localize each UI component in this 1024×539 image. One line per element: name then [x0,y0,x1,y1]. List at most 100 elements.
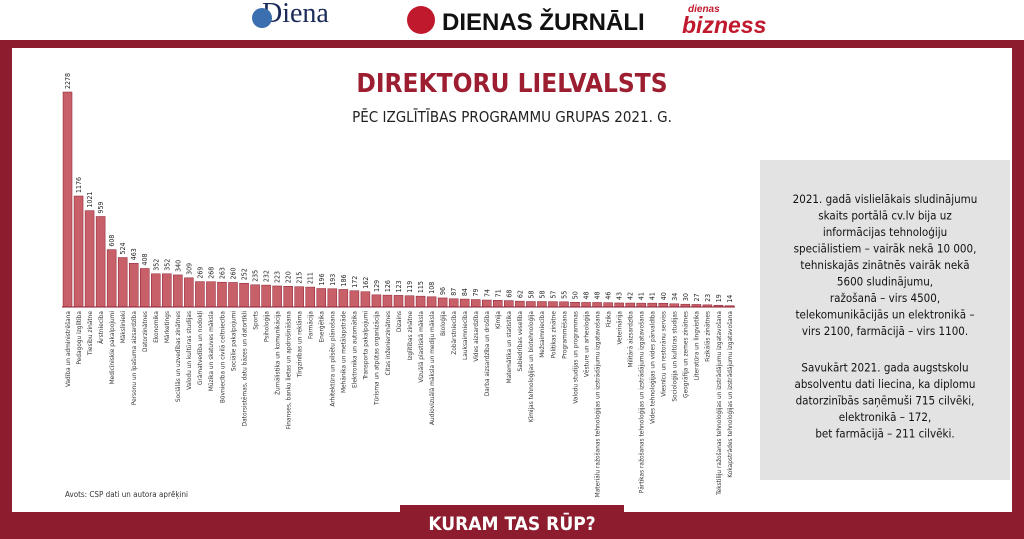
value-label: 41 [638,292,646,300]
category-label: Ģeogrāfija un zemes zinātnes [682,311,691,398]
bar [426,296,437,308]
category-label: Zobārstniecība [450,311,458,355]
category-label: Izglītības zinātne [406,311,414,361]
value-label: 115 [417,281,425,293]
category-label: Tūrisma un atpūtas organizācija [373,311,381,406]
category-label: Valodu un kultūras studijas [185,311,193,390]
value-label: 211 [307,272,315,284]
value-label: 96 [439,287,447,295]
bar [371,294,382,308]
value-label: 57 [549,291,557,299]
category-label: Matemātika un statistika [505,311,513,384]
text-line: virs 2100, farmācijā – virs 1100. [802,324,968,338]
value-label: 223 [274,271,282,283]
text-line: skaits portālā cv.lv bija uz [818,209,952,223]
bar [493,300,503,308]
value-label: 340 [174,260,182,272]
value-label: 232 [263,270,271,282]
category-label: Ārstniecība [96,311,105,344]
category-label: Programmēšana [560,311,568,359]
value-label: 352 [163,259,171,271]
bar [415,295,426,308]
logo-diena: Diena [262,0,329,29]
bar [647,302,658,308]
text-line: speciālistiem – vairāk nekā 10 000, [794,242,977,256]
value-label: 43 [616,292,624,300]
value-label: 235 [252,270,260,282]
bar [360,291,371,308]
bar [228,282,238,308]
category-label: Pedagogu izglītība [75,311,83,365]
category-label: Grāmatvedība un nodokļi [196,311,205,385]
bar [250,284,260,308]
category-label: Fizika [604,311,612,327]
value-label: 55 [560,291,568,299]
value-label: 309 [185,263,193,275]
category-label: Mūzika un skatuves māksla [207,311,215,392]
value-label: 215 [296,272,304,284]
value-label: 46 [605,292,613,300]
category-label: Žurnālistika un komunikācija [272,311,281,395]
value-label: 48 [583,291,591,299]
bar [603,302,613,308]
category-label: Datorzinātnes [141,311,149,352]
category-label: Mārketings [163,311,171,343]
bar [162,273,172,308]
text-line: 5600 sludinājumu, [837,275,933,289]
category-label: Personu un īpašuma aizsardzība [130,311,138,406]
category-label: Elektronika un automātika [351,311,359,388]
bar [515,300,525,308]
bar [548,301,558,308]
value-label: 79 [472,289,480,297]
bar [128,263,139,308]
category-label: Mehānika un metālapstrāde [340,311,348,393]
category-label: Datorsistēmas, datu bāzes un datortīkli [240,311,248,427]
bar [294,286,304,308]
bar [84,210,95,308]
value-label: 48 [594,291,602,299]
value-label: 252 [241,268,249,280]
logo-icon [407,6,435,34]
text-line: ražošanā – virs 4500, [830,291,940,305]
logo-globe [252,8,272,28]
bar [559,301,569,308]
value-label: 42 [627,292,635,300]
bar [592,302,602,308]
value-label: 162 [362,277,370,289]
category-label: Socioloģija un kultūras studijas [671,311,679,402]
value-label: 172 [351,276,359,288]
category-label: Citas inženierzinātnes [384,311,392,375]
value-label: 2278 [64,73,72,89]
category-label: Finanses, banku lietas un apdrošināšana [284,311,292,430]
value-label: 62 [516,290,524,298]
source: Avots: CSP dati un autora aprēķini [65,490,188,500]
value-label: 74 [483,289,491,297]
bar [327,288,338,308]
category-label: Militārā aizsardzība [626,311,634,368]
logo-dienas: dienas [688,4,720,15]
value-label: 269 [196,267,204,279]
category-label: Mākslinieki [119,311,127,344]
category-label: Ķīmijas tehnoloģijas un biotehnoloģija [527,311,536,423]
text-line: telekomunikācijās un elektronikā – [795,308,974,322]
bar [526,301,536,308]
bar [437,297,448,308]
text-line: datorzinībās saņēmuši 715 cilvēki, [796,394,975,408]
category-label: Vides aizsardzība [472,311,480,362]
category-label: Vizuālā plastiskā māksla [417,311,425,383]
category-label: Dizains [395,311,403,332]
bar [239,282,249,308]
text-line: Savukārt 2021. gada augstskolu [801,361,968,375]
bar [614,302,624,308]
bar [338,289,349,308]
category-label: Lauksaimniecība [461,311,469,360]
value-label: 68 [505,290,513,298]
bar [448,298,459,308]
category-label: Sabiedrības veselība [516,311,524,372]
text-box [760,160,1010,480]
category-label: Farmācija [307,311,315,339]
value-label: 50 [572,291,580,299]
value-label: 87 [450,288,458,296]
logo-zurnali: DIENAS ŽURNĀLI [442,8,645,36]
